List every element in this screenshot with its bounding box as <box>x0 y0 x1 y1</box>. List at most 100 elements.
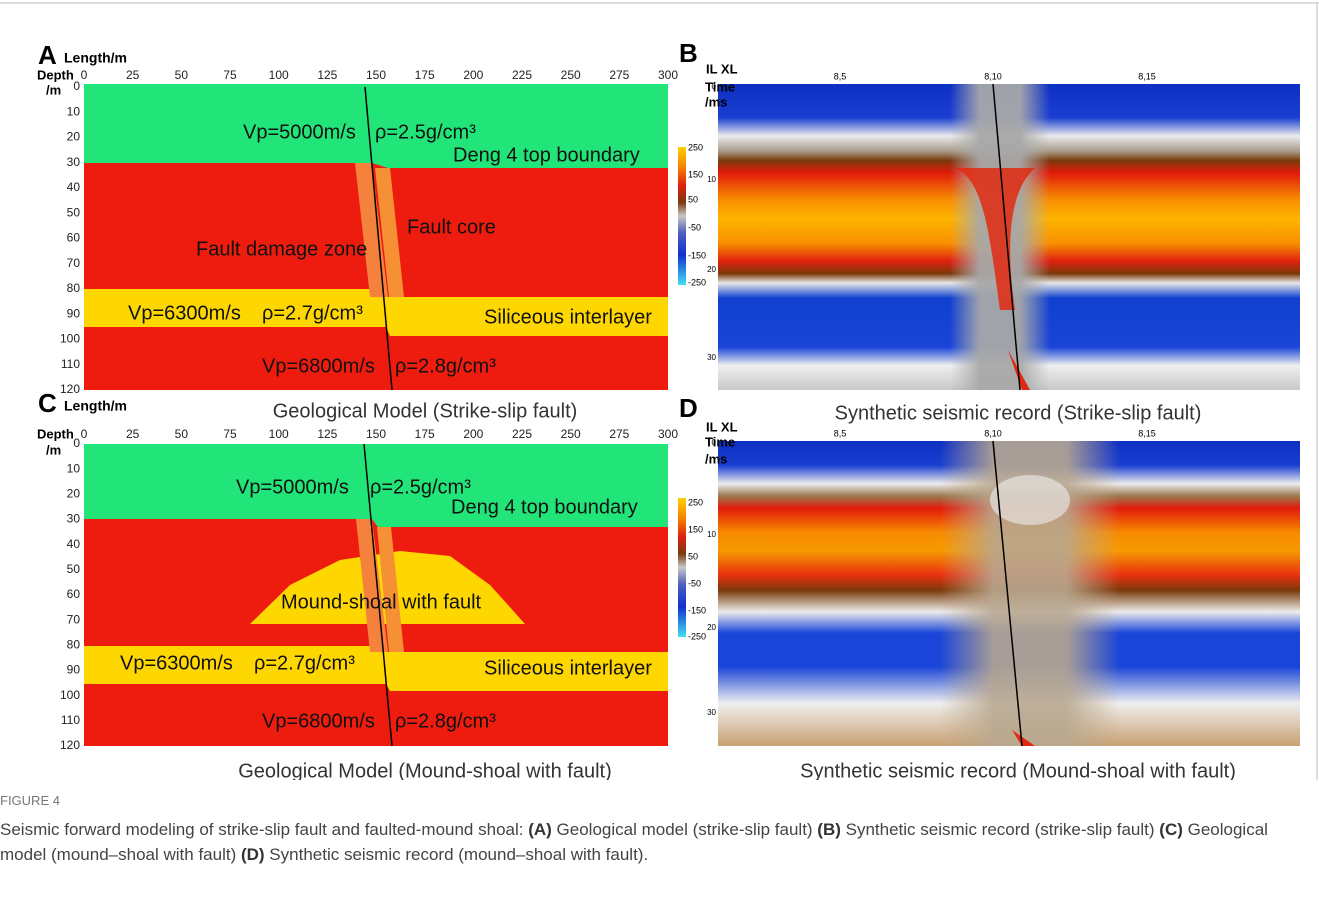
x-tick-label: 50 <box>175 68 189 82</box>
y-tick-label: 60 <box>67 587 81 601</box>
x-tick-label: 200 <box>463 68 483 82</box>
y-tick-label: 100 <box>60 688 80 702</box>
caption-panel-ref: (B) <box>817 820 841 839</box>
y-tick-label: 30 <box>707 353 716 362</box>
x-tick-label: 8,5 <box>834 428 847 438</box>
colorbar-label: -50 <box>688 578 701 588</box>
y-tick-label: 30 <box>67 155 81 169</box>
colorbar-label: 50 <box>688 551 698 561</box>
x-tick-label: 225 <box>512 427 532 441</box>
x-tick-label: 8,10 <box>984 428 1002 438</box>
x-tick-label: 100 <box>269 68 289 82</box>
model-label: ρ=2.8g/cm³ <box>395 710 496 732</box>
y-tick-label: 50 <box>67 205 81 219</box>
x-tick-label: 175 <box>415 68 435 82</box>
y-tick-label: 0 <box>73 436 80 450</box>
y-axis-title: /m <box>46 82 61 97</box>
caption-panel-ref: (A) <box>528 820 552 839</box>
panel-letter: C <box>38 388 57 418</box>
y-tick-label: 0 <box>712 82 717 91</box>
model-label: Deng 4 top boundary <box>451 496 638 518</box>
panel-caption: Synthetic seismic record (Mound-shoal wi… <box>800 760 1236 780</box>
y-tick-label: 20 <box>707 265 716 274</box>
colorbar-label: -50 <box>688 222 701 232</box>
panel-caption: Synthetic seismic record (Strike-slip fa… <box>835 402 1202 424</box>
model-label: Siliceous interlayer <box>484 657 652 679</box>
y-tick-label: 90 <box>67 663 81 677</box>
y-tick-label: 60 <box>67 231 81 245</box>
panel-letter: A <box>38 40 57 70</box>
model-label: ρ=2.5g/cm³ <box>375 121 476 143</box>
x-tick-label: 8,15 <box>1138 428 1156 438</box>
colorbar-label: 50 <box>688 194 698 204</box>
model-label: ρ=2.7g/cm³ <box>262 302 363 324</box>
panel-caption: Geological Model (Mound-shoal with fault… <box>238 760 612 780</box>
x-tick-label: 150 <box>366 68 386 82</box>
y-tick-label: 0 <box>73 79 80 93</box>
x-tick-label: 50 <box>175 427 189 441</box>
colorbar-label: -150 <box>688 605 706 615</box>
panel-caption: Geological Model (Strike-slip fault) <box>273 400 578 422</box>
caption-panel-ref: (C) <box>1159 820 1183 839</box>
model-label: Vp=6800m/s <box>262 355 375 377</box>
y-axis-title: Depth <box>37 67 74 82</box>
y-tick-label: 110 <box>61 713 80 727</box>
axis-header: IL XL <box>706 61 738 76</box>
figure-caption: FIGURE 4 Seismic forward modeling of str… <box>0 788 1300 867</box>
y-tick-label: 10 <box>67 104 81 118</box>
x-tick-label: 0 <box>81 427 88 441</box>
y-axis-title: /ms <box>705 94 727 109</box>
y-tick-label: 70 <box>67 256 81 270</box>
x-tick-label: 225 <box>512 68 532 82</box>
model-label: ρ=2.8g/cm³ <box>395 355 496 377</box>
model-label: Vp=5000m/s <box>236 476 349 498</box>
caption-text: Geological model (strike-slip fault) <box>552 820 817 839</box>
x-tick-label: 8,10 <box>984 71 1002 81</box>
model-label: Vp=6300m/s <box>120 652 233 674</box>
caption-panel-ref: (D) <box>241 845 265 864</box>
y-tick-label: 10 <box>67 461 81 475</box>
panel-d-seismic <box>678 441 1300 746</box>
axis-header: IL XL <box>706 419 738 434</box>
y-tick-label: 100 <box>60 332 80 346</box>
y-tick-label: 30 <box>67 512 81 526</box>
model-label: ρ=2.7g/cm³ <box>254 652 355 674</box>
model-label: Mound-shoal with fault <box>281 591 482 613</box>
caption-text: Synthetic seismic record (mound–shoal wi… <box>265 845 649 864</box>
y-tick-label: 10 <box>707 175 716 184</box>
page: ALength/mDepth/m025507510012515017520022… <box>0 0 1319 901</box>
model-label: Fault core <box>407 216 496 238</box>
panel-letter: B <box>679 38 698 68</box>
y-tick-label: 110 <box>61 357 80 371</box>
y-tick-label: 30 <box>707 708 716 717</box>
x-axis-title: Length/m <box>64 398 127 414</box>
colorbar-label: -250 <box>688 631 706 641</box>
x-tick-label: 25 <box>126 68 140 82</box>
model-label: Siliceous interlayer <box>484 306 652 328</box>
y-axis-title: Depth <box>37 426 74 441</box>
y-tick-label: 80 <box>67 281 81 295</box>
x-axis-title: Length/m <box>64 50 127 66</box>
y-tick-label: 120 <box>60 738 80 752</box>
y-tick-label: 70 <box>67 612 81 626</box>
y-tick-label: 80 <box>67 638 81 652</box>
x-tick-label: 300 <box>658 427 678 441</box>
colorbar-label: 250 <box>688 142 703 152</box>
x-tick-label: 250 <box>561 427 581 441</box>
x-tick-label: 300 <box>658 68 678 82</box>
y-axis-title: /m <box>46 442 61 457</box>
y-tick-label: 40 <box>67 180 81 194</box>
x-tick-label: 75 <box>223 427 237 441</box>
y-tick-label: 20 <box>67 487 81 501</box>
caption-body: Seismic forward modeling of strike-slip … <box>0 817 1300 867</box>
colorbar-label: -150 <box>688 250 706 260</box>
x-tick-label: 25 <box>126 427 140 441</box>
x-tick-label: 100 <box>269 427 289 441</box>
model-label: Vp=6800m/s <box>262 710 375 732</box>
model-label: Vp=5000m/s <box>243 121 356 143</box>
y-tick-label: 120 <box>60 382 80 396</box>
colorbar-label: 250 <box>688 497 703 507</box>
x-tick-label: 275 <box>609 427 629 441</box>
y-tick-label: 40 <box>67 537 81 551</box>
